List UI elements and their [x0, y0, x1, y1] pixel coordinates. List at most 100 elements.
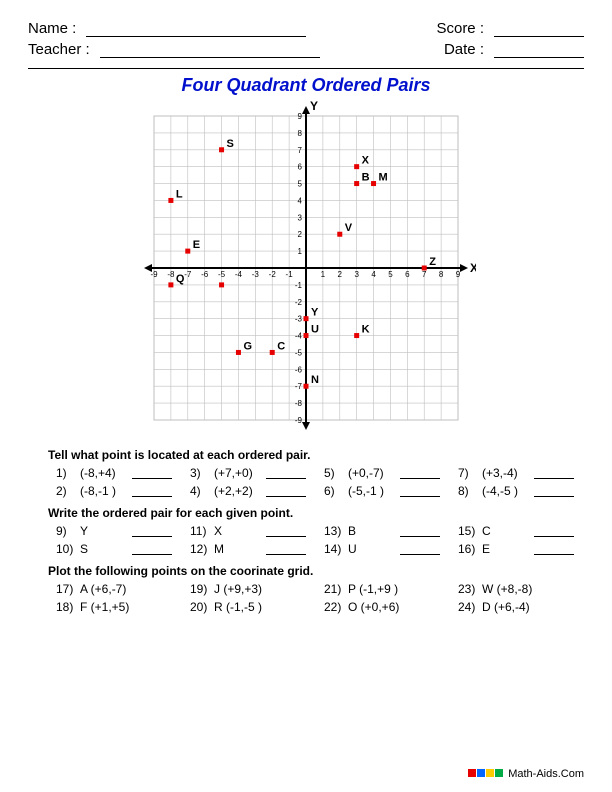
question-text: (-4,-5 ) [482, 484, 530, 498]
answer-blank[interactable] [266, 467, 306, 479]
question-number: 8) [458, 484, 478, 498]
svg-text:B: B [362, 172, 370, 184]
svg-text:2: 2 [338, 270, 343, 279]
question-number: 10) [56, 542, 76, 556]
question-text: A (+6,-7) [80, 582, 128, 596]
answer-blank[interactable] [132, 543, 172, 555]
question-item: 3)(+7,+0) [190, 466, 316, 480]
page-title: Four Quadrant Ordered Pairs [28, 75, 584, 96]
header-row-1: Name : Score : [28, 20, 584, 37]
section-1-items: 1)(-8,+4)3)(+7,+0)5)(+0,-7)7)(+3,-4)2)(-… [56, 466, 584, 498]
footer-logo-icon [468, 768, 504, 780]
question-item: 24)D (+6,-4) [458, 600, 584, 614]
svg-text:8: 8 [439, 270, 444, 279]
svg-text:4: 4 [371, 270, 376, 279]
svg-text:-9: -9 [295, 416, 303, 425]
question-text: (-8,+4) [80, 466, 128, 480]
header-row-2: Teacher : Date : [28, 41, 584, 58]
answer-blank[interactable] [132, 525, 172, 537]
question-text: Y [80, 524, 128, 538]
date-field: Date : [444, 41, 584, 58]
svg-text:-2: -2 [269, 270, 277, 279]
answer-blank[interactable] [266, 543, 306, 555]
question-text: F (+1,+5) [80, 600, 129, 614]
question-text: E [482, 542, 530, 556]
svg-text:Y: Y [311, 307, 319, 319]
question-text: S [80, 542, 128, 556]
answer-blank[interactable] [132, 485, 172, 497]
svg-text:-5: -5 [218, 270, 226, 279]
answer-blank[interactable] [400, 467, 440, 479]
svg-text:X: X [362, 155, 370, 167]
date-blank[interactable] [494, 42, 584, 58]
svg-text:-3: -3 [295, 315, 303, 324]
answer-blank[interactable] [534, 543, 574, 555]
question-text: (+3,-4) [482, 466, 530, 480]
answer-blank[interactable] [534, 467, 574, 479]
question-item: 9) Y [56, 524, 182, 538]
svg-text:M: M [379, 172, 388, 184]
teacher-blank[interactable] [100, 42, 320, 58]
section-2-heading: Write the ordered pair for each given po… [48, 506, 584, 520]
answer-blank[interactable] [266, 525, 306, 537]
svg-text:9: 9 [456, 270, 461, 279]
answer-blank[interactable] [534, 525, 574, 537]
answer-blank[interactable] [400, 543, 440, 555]
header-rule [28, 68, 584, 69]
answer-blank[interactable] [534, 485, 574, 497]
svg-text:2: 2 [298, 230, 303, 239]
svg-text:7: 7 [422, 270, 427, 279]
svg-text:L: L [176, 188, 183, 200]
answer-blank[interactable] [266, 485, 306, 497]
question-number: 2) [56, 484, 76, 498]
question-number: 1) [56, 466, 76, 480]
question-number: 17) [56, 582, 76, 596]
question-number: 20) [190, 600, 210, 614]
question-item: 23)W (+8,-8) [458, 582, 584, 596]
date-label: Date : [444, 41, 484, 58]
question-text: O (+0,+6) [348, 600, 399, 614]
name-field: Name : [28, 20, 306, 37]
svg-text:C: C [277, 340, 285, 352]
question-item: 15) C [458, 524, 584, 538]
svg-text:5: 5 [298, 180, 303, 189]
svg-text:-3: -3 [252, 270, 260, 279]
section-3-items: 17) A (+6,-7) 19)J (+9,+3) 21)P (-1,+9 ) 23)… [56, 582, 584, 614]
svg-text:-7: -7 [295, 382, 303, 391]
question-item: 12)M [190, 542, 316, 556]
svg-text:6: 6 [405, 270, 410, 279]
svg-text:-6: -6 [295, 365, 303, 374]
svg-text:-5: -5 [295, 348, 303, 357]
question-number: 13) [324, 524, 344, 538]
answer-blank[interactable] [400, 525, 440, 537]
footer: Math-Aids.Com [468, 768, 584, 780]
name-blank[interactable] [86, 21, 306, 37]
svg-text:-1: -1 [286, 270, 294, 279]
score-blank[interactable] [494, 21, 584, 37]
question-text: B [348, 524, 396, 538]
svg-text:3: 3 [354, 270, 359, 279]
name-label: Name : [28, 20, 76, 37]
question-text: C [482, 524, 530, 538]
answer-blank[interactable] [132, 467, 172, 479]
question-item: 19)J (+9,+3) [190, 582, 316, 596]
question-item: 11)X [190, 524, 316, 538]
question-item: 10) S [56, 542, 182, 556]
question-number: 15) [458, 524, 478, 538]
answer-blank[interactable] [400, 485, 440, 497]
svg-text:X: X [470, 261, 476, 275]
question-item: 14)U [324, 542, 450, 556]
question-item: 18) F (+1,+5) [56, 600, 182, 614]
question-item: 4)(+2,+2) [190, 484, 316, 498]
question-item: 21)P (-1,+9 ) [324, 582, 450, 596]
question-number: 9) [56, 524, 76, 538]
svg-text:K: K [362, 324, 370, 336]
svg-text:V: V [345, 222, 353, 234]
section-1-heading: Tell what point is located at each order… [48, 448, 584, 462]
question-text: (-5,-1 ) [348, 484, 396, 498]
question-number: 18) [56, 600, 76, 614]
section-3-heading: Plot the following points on the coorina… [48, 564, 584, 578]
question-number: 16) [458, 542, 478, 556]
question-item: 22)O (+0,+6) [324, 600, 450, 614]
question-number: 4) [190, 484, 210, 498]
